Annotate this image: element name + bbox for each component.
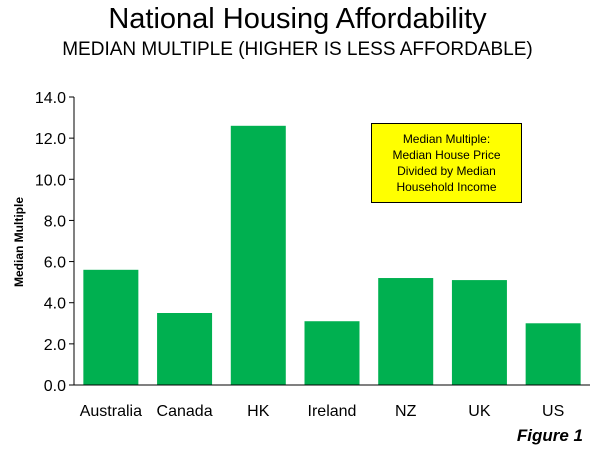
x-tick-label: Ireland bbox=[308, 403, 357, 420]
annotation-line: Divided by Median bbox=[397, 164, 496, 178]
y-tick-label: 8.0 bbox=[44, 213, 66, 230]
bar-hk bbox=[230, 125, 286, 386]
annotation-line: Median House Price bbox=[392, 148, 501, 162]
annotation-box: Median Multiple: Median House Price Divi… bbox=[371, 123, 522, 203]
x-tick-label: HK bbox=[247, 403, 270, 420]
chart-subtitle: MEDIAN MULTIPLE (HIGHER IS LESS AFFORDAB… bbox=[62, 39, 533, 60]
bar-nz bbox=[378, 278, 434, 385]
y-tick-label: 2.0 bbox=[44, 337, 66, 354]
bar-ireland bbox=[304, 321, 360, 385]
x-tick-label: Canada bbox=[157, 403, 213, 420]
bar-australia bbox=[83, 269, 139, 385]
figure-label: Figure 1 bbox=[516, 426, 583, 445]
annotation-line: Median Multiple: bbox=[402, 132, 491, 146]
bar-uk bbox=[451, 280, 507, 385]
x-tick-label: NZ bbox=[395, 403, 417, 420]
bar-us bbox=[525, 323, 581, 385]
x-tick-label: US bbox=[542, 403, 564, 420]
y-tick-label: 4.0 bbox=[44, 296, 66, 313]
x-tick-label: UK bbox=[468, 403, 491, 420]
y-tick-label: 12.0 bbox=[35, 131, 66, 148]
chart-title: National Housing Affordability bbox=[108, 3, 487, 35]
y-tick-label: 14.0 bbox=[35, 90, 66, 107]
y-tick-label: 6.0 bbox=[44, 255, 66, 272]
y-tick-label: 0.0 bbox=[44, 378, 66, 395]
bar-canada bbox=[157, 313, 213, 385]
annotation-line: Household Income bbox=[396, 180, 497, 194]
x-tick-label: Australia bbox=[80, 403, 142, 420]
y-tick-label: 10.0 bbox=[35, 172, 66, 189]
